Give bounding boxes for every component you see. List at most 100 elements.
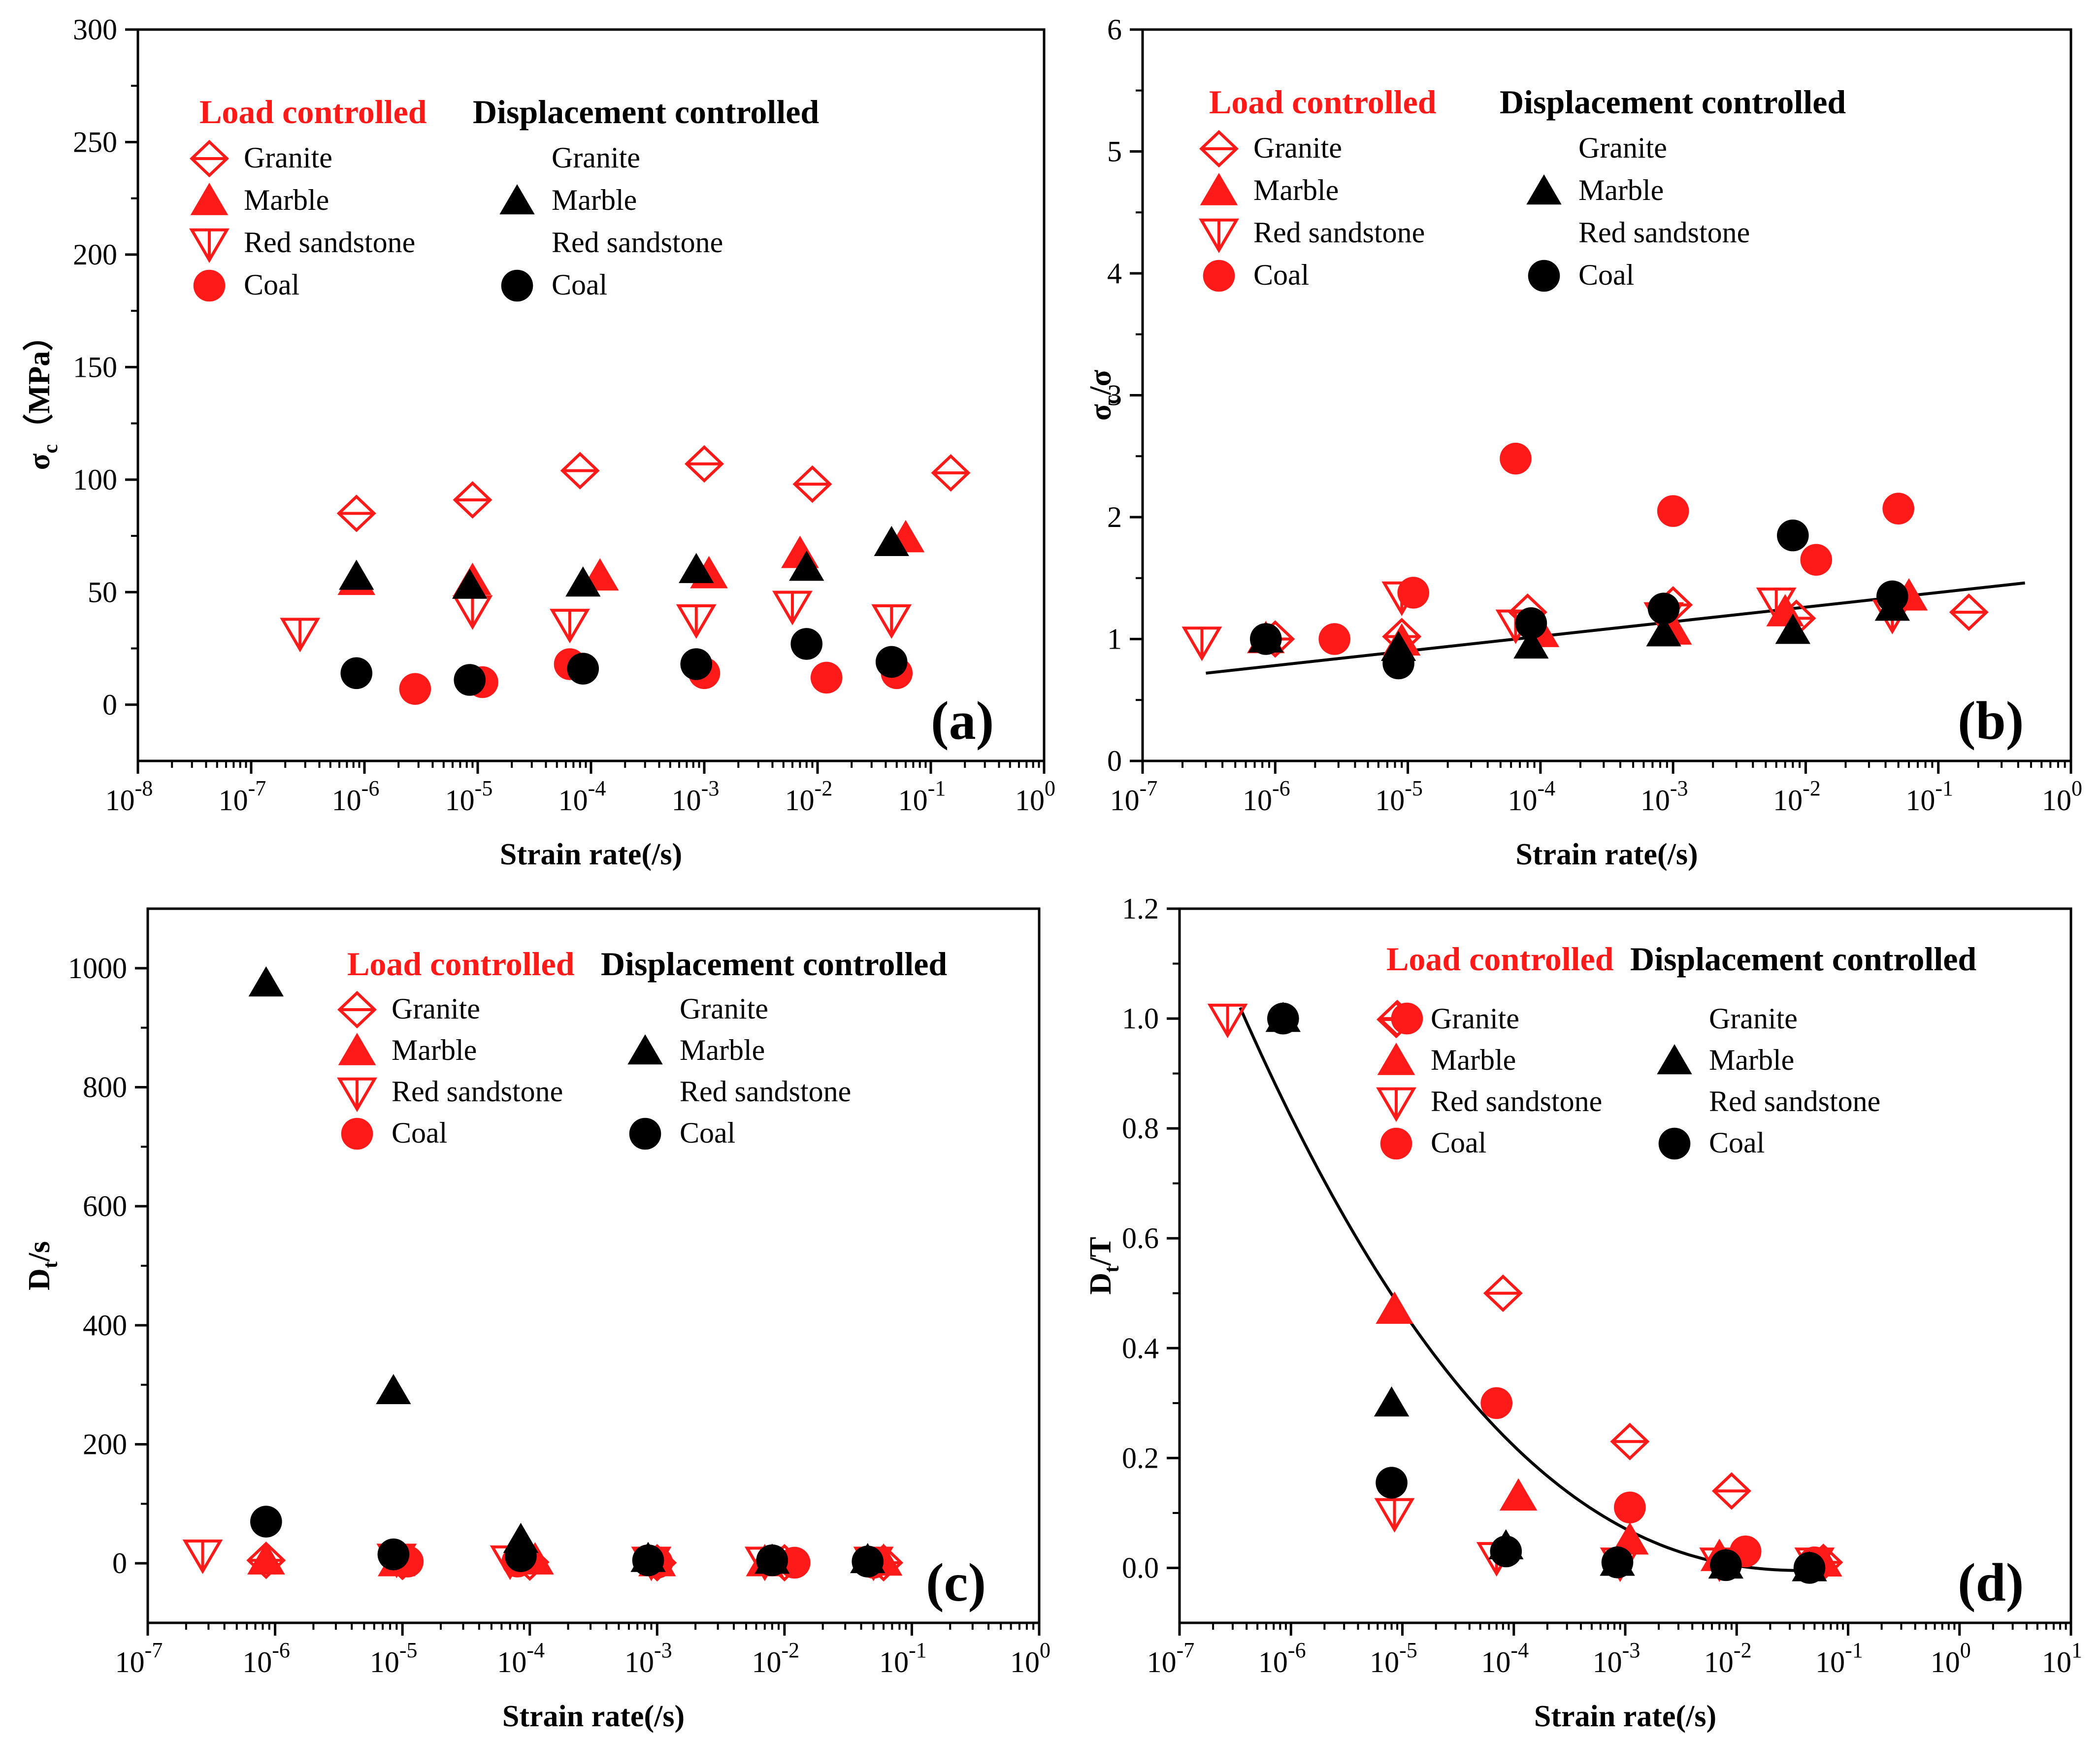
legend-marker-displacement: [627, 1079, 662, 1109]
x-axis-title: Strain rate(/s): [1515, 838, 1698, 871]
data-point: [1800, 544, 1833, 576]
data-point: [399, 673, 431, 705]
data-point: [1249, 623, 1282, 655]
legend-label-displacement: Coal: [680, 1117, 735, 1149]
series-load-diamond: [336, 445, 971, 532]
legend-title-displacement: Displacement controlled: [601, 945, 947, 983]
data-point: [1756, 588, 1797, 623]
x-tick-label: 100: [2042, 776, 2082, 817]
legend: Load controlled Displacement controlled Gr…: [337, 945, 947, 1150]
data-point: [550, 609, 590, 644]
data-point: [452, 595, 493, 630]
legend-label-load: Coal: [244, 268, 299, 301]
y-tick-label: 1.0: [1122, 1002, 1159, 1035]
data-point: [632, 1544, 664, 1577]
data-point: [249, 1252, 284, 1283]
y-tick-label: 0.6: [1122, 1222, 1159, 1254]
y-tick-label: 800: [83, 1071, 127, 1104]
legend-label-load: Coal: [1253, 259, 1309, 291]
x-tick-label: 100: [1015, 776, 1055, 817]
legend-marker-displacement: [1657, 1044, 1692, 1075]
legend-marker-displacement: [1657, 1089, 1692, 1119]
panel-label: (d): [1958, 1552, 2024, 1612]
x-tick-label: 10-7: [219, 776, 266, 817]
x-tick-label: 10-3: [1641, 776, 1688, 817]
legend-marker-load: [341, 1118, 373, 1150]
legend-marker-displacement: [627, 1034, 663, 1065]
data-point: [340, 657, 373, 690]
legend-label-load: Red sandstone: [1431, 1085, 1602, 1118]
series-disp-circle: [1249, 519, 1908, 680]
x-axis-title: Strain rate(/s): [500, 838, 682, 871]
y-tick-label: 400: [83, 1309, 127, 1342]
data-point: [1513, 628, 1549, 659]
data-point: [1480, 1387, 1513, 1419]
data-point: [454, 664, 486, 696]
y-tick-label: 3: [1107, 379, 1122, 412]
x-tick-label: 10-6: [332, 776, 380, 817]
data-point: [339, 463, 374, 496]
data-point: [810, 661, 843, 694]
legend-label-displacement: Granite: [1709, 1002, 1798, 1035]
legend-label-load: Red sandstone: [1253, 216, 1425, 249]
legend-marker-load: [1377, 1043, 1415, 1075]
legend-label-load: Red sandstone: [244, 226, 415, 259]
x-tick-label: 10-6: [242, 1638, 290, 1678]
x-tick-label: 10-8: [105, 776, 153, 817]
legend-marker-displacement: [501, 269, 533, 302]
x-tick-label: 10-7: [115, 1638, 163, 1678]
data-point: [182, 1539, 223, 1574]
data-point: [1483, 1274, 1523, 1312]
x-tick-label: 10-7: [1110, 776, 1158, 817]
data-point: [1647, 592, 1680, 625]
y-tick-label: 1000: [68, 952, 127, 985]
x-tick-label: 10-4: [1481, 1638, 1529, 1678]
panel-b: 10-7 10-6 10-5 10-4 10-3 10-2 10-1 100 0 1 2 3 4 5 6 St…: [1084, 13, 2082, 871]
data-point: [1374, 1386, 1410, 1417]
data-point: [1500, 442, 1532, 475]
panel-d: 10-7 10-6 10-5 10-4 10-3 10-2 10-1 100 101 0.0 0.2…: [1084, 892, 2082, 1733]
data-point: [1374, 1498, 1415, 1533]
legend-marker-load: [193, 269, 226, 302]
data-point: [1777, 519, 1809, 552]
series-disp-triangle: [1248, 591, 1910, 661]
x-tick-label: 10-3: [1593, 1638, 1641, 1678]
legend-marker-load: [1376, 1087, 1416, 1122]
x-axis-title: Strain rate(/s): [502, 1700, 685, 1733]
legend-marker-displacement: [1657, 1003, 1692, 1036]
data-point: [874, 438, 909, 472]
legend-label-load: Red sandstone: [392, 1075, 563, 1108]
data-point: [1207, 1003, 1248, 1039]
x-tick-label: 10-5: [370, 1638, 418, 1678]
series-disp-tri-down: [249, 1252, 886, 1579]
data-point: [339, 608, 374, 638]
plot-frame: [146, 907, 1041, 1624]
plot-frame: [136, 28, 1046, 762]
data-point: [1646, 616, 1681, 647]
data-point: [1793, 1552, 1826, 1584]
legend-label-load: Granite: [1253, 132, 1342, 164]
legend-label-displacement: Red sandstone: [552, 226, 723, 259]
legend-label-load: Marble: [1431, 1044, 1516, 1076]
x-tick-label: 10-5: [1370, 1638, 1417, 1678]
legend: Load controlled Displacement controlled Gr…: [1199, 83, 1846, 292]
data-point: [679, 553, 714, 583]
x-tick-label: 10-5: [1375, 776, 1423, 817]
legend-label-load: Marble: [1253, 174, 1339, 206]
y-axis-title: σc（MPa）: [22, 321, 62, 470]
legend-label-displacement: Granite: [552, 141, 640, 174]
data-point: [565, 566, 601, 597]
y-axis-title: σc/σ: [1084, 370, 1123, 421]
legend-label-load: Granite: [392, 992, 480, 1025]
legend-label-displacement: Red sandstone: [1578, 216, 1750, 249]
panel-a: 10-8 10-7 10-6 10-5 10-4 10-3 10-2 10-1 100 0 50 10…: [22, 13, 1055, 871]
y-tick-label: 150: [73, 351, 117, 383]
y-tick-label: 5: [1107, 135, 1122, 168]
legend-marker-load: [337, 1077, 377, 1112]
data-point: [1949, 593, 1989, 631]
legend-title-load: Load controlled: [347, 945, 575, 983]
series-disp-circle: [250, 1506, 884, 1578]
data-point: [772, 591, 813, 625]
legend-marker-displacement: [1528, 260, 1560, 292]
data-point: [452, 568, 488, 599]
